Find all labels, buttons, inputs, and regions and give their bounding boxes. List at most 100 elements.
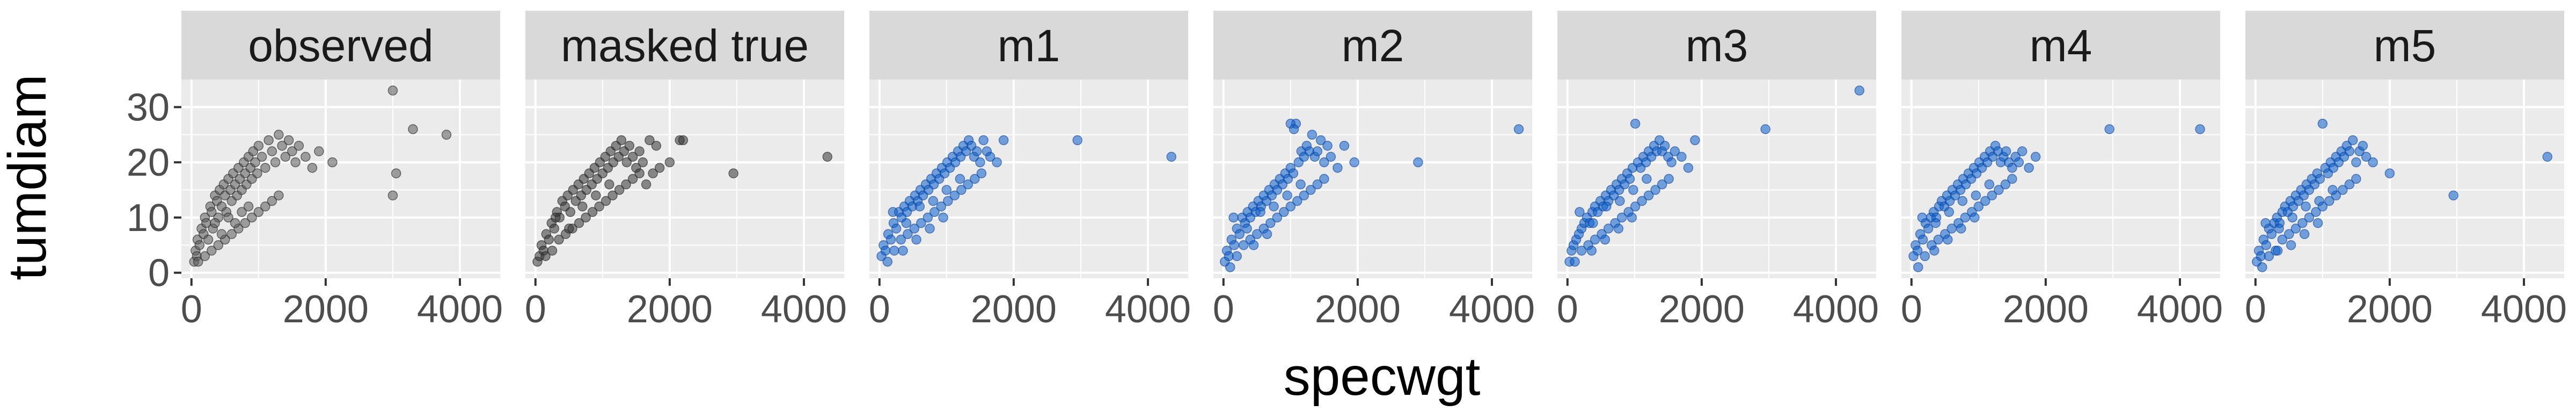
y-tick-label: 30 xyxy=(127,86,170,129)
data-point xyxy=(1957,196,1968,206)
data-point xyxy=(1322,141,1333,151)
data-point xyxy=(1282,190,1292,201)
data-point xyxy=(641,179,652,190)
data-point xyxy=(270,157,281,168)
data-point xyxy=(1265,218,1276,228)
data-point xyxy=(925,223,935,234)
data-point xyxy=(2274,223,2284,234)
data-point xyxy=(2301,201,2311,212)
data-point xyxy=(1627,212,1637,223)
data-point xyxy=(1994,185,2004,195)
data-point xyxy=(930,207,940,217)
data-point xyxy=(287,146,297,156)
data-point xyxy=(2277,234,2288,245)
strip-background xyxy=(1901,11,2220,80)
data-point xyxy=(604,179,614,190)
data-point xyxy=(2007,174,2017,184)
data-point xyxy=(888,207,898,217)
data-point xyxy=(1588,218,1598,228)
data-point xyxy=(2324,196,2334,206)
data-point xyxy=(564,223,574,234)
data-point xyxy=(257,151,267,162)
strip-background xyxy=(869,11,1188,80)
data-point xyxy=(1312,146,1323,156)
data-point xyxy=(549,223,560,234)
data-point xyxy=(1643,190,1654,201)
data-point xyxy=(223,212,233,223)
data-point xyxy=(638,157,648,168)
data-point xyxy=(2297,218,2308,228)
data-point xyxy=(1642,174,1652,184)
x-tick-label: 2000 xyxy=(2347,288,2433,331)
data-point xyxy=(2312,218,2323,228)
data-point xyxy=(882,256,893,267)
data-point xyxy=(2014,157,2024,168)
data-point xyxy=(909,223,920,234)
data-point xyxy=(1590,234,1600,245)
data-point xyxy=(1315,135,1326,146)
panels-layer: 0 10 20 30 observed 0 2000 4000 masked true 0 2000… xyxy=(127,11,2567,331)
data-point xyxy=(624,141,635,151)
data-point xyxy=(277,141,287,151)
data-point xyxy=(301,151,311,162)
data-point xyxy=(2030,151,2041,162)
x-tick-label: 0 xyxy=(2245,288,2266,331)
x-tick-label: 2000 xyxy=(627,288,713,331)
data-point xyxy=(1576,245,1587,256)
x-axis-title: specwgt xyxy=(1284,346,1481,407)
data-point xyxy=(634,146,645,156)
data-point xyxy=(547,245,558,256)
x-tick-label: 4000 xyxy=(761,288,847,331)
data-point xyxy=(237,207,247,217)
data-point xyxy=(2358,141,2368,151)
data-point xyxy=(936,201,947,212)
data-point xyxy=(616,135,627,146)
x-tick-label: 4000 xyxy=(1105,288,1191,331)
strip-label: m2 xyxy=(1342,20,1404,71)
data-point xyxy=(387,190,398,201)
data-point xyxy=(985,151,996,162)
data-point xyxy=(387,85,398,96)
data-point xyxy=(648,168,658,178)
data-point xyxy=(1630,201,1641,212)
data-point xyxy=(565,207,576,217)
data-point xyxy=(1234,229,1245,240)
data-point xyxy=(2287,212,2297,223)
data-point xyxy=(1659,141,1670,151)
data-point xyxy=(975,157,985,168)
data-point xyxy=(1252,229,1262,240)
data-point xyxy=(2290,223,2301,234)
panel-observed: observed 0 2000 4000 xyxy=(181,11,503,331)
data-point xyxy=(2286,240,2296,250)
data-point xyxy=(621,179,631,190)
data-point xyxy=(1228,212,1239,223)
data-point xyxy=(1760,124,1770,134)
data-point xyxy=(1289,124,1299,134)
x-tick-label: 4000 xyxy=(1449,288,1535,331)
data-point xyxy=(1285,201,1296,212)
data-point xyxy=(274,129,284,140)
data-point xyxy=(1570,256,1580,267)
data-point xyxy=(651,141,662,151)
data-point xyxy=(923,212,933,223)
data-point xyxy=(1917,212,1928,223)
data-point xyxy=(230,218,240,228)
data-point xyxy=(441,129,452,140)
data-point xyxy=(822,151,832,162)
data-point xyxy=(581,212,591,223)
data-point xyxy=(253,207,264,217)
data-point xyxy=(2260,218,2271,228)
data-point xyxy=(2351,157,2361,168)
x-tick-label: 0 xyxy=(1213,288,1234,331)
data-point xyxy=(1923,223,1934,234)
data-point xyxy=(891,223,902,234)
data-point xyxy=(1307,129,1318,140)
data-point xyxy=(2264,251,2274,262)
data-point xyxy=(2284,229,2294,240)
data-point xyxy=(634,168,645,178)
data-point xyxy=(2007,163,2017,173)
data-point xyxy=(210,218,220,228)
data-point xyxy=(1306,185,1316,195)
data-point xyxy=(1413,157,1423,168)
data-point xyxy=(314,146,324,156)
